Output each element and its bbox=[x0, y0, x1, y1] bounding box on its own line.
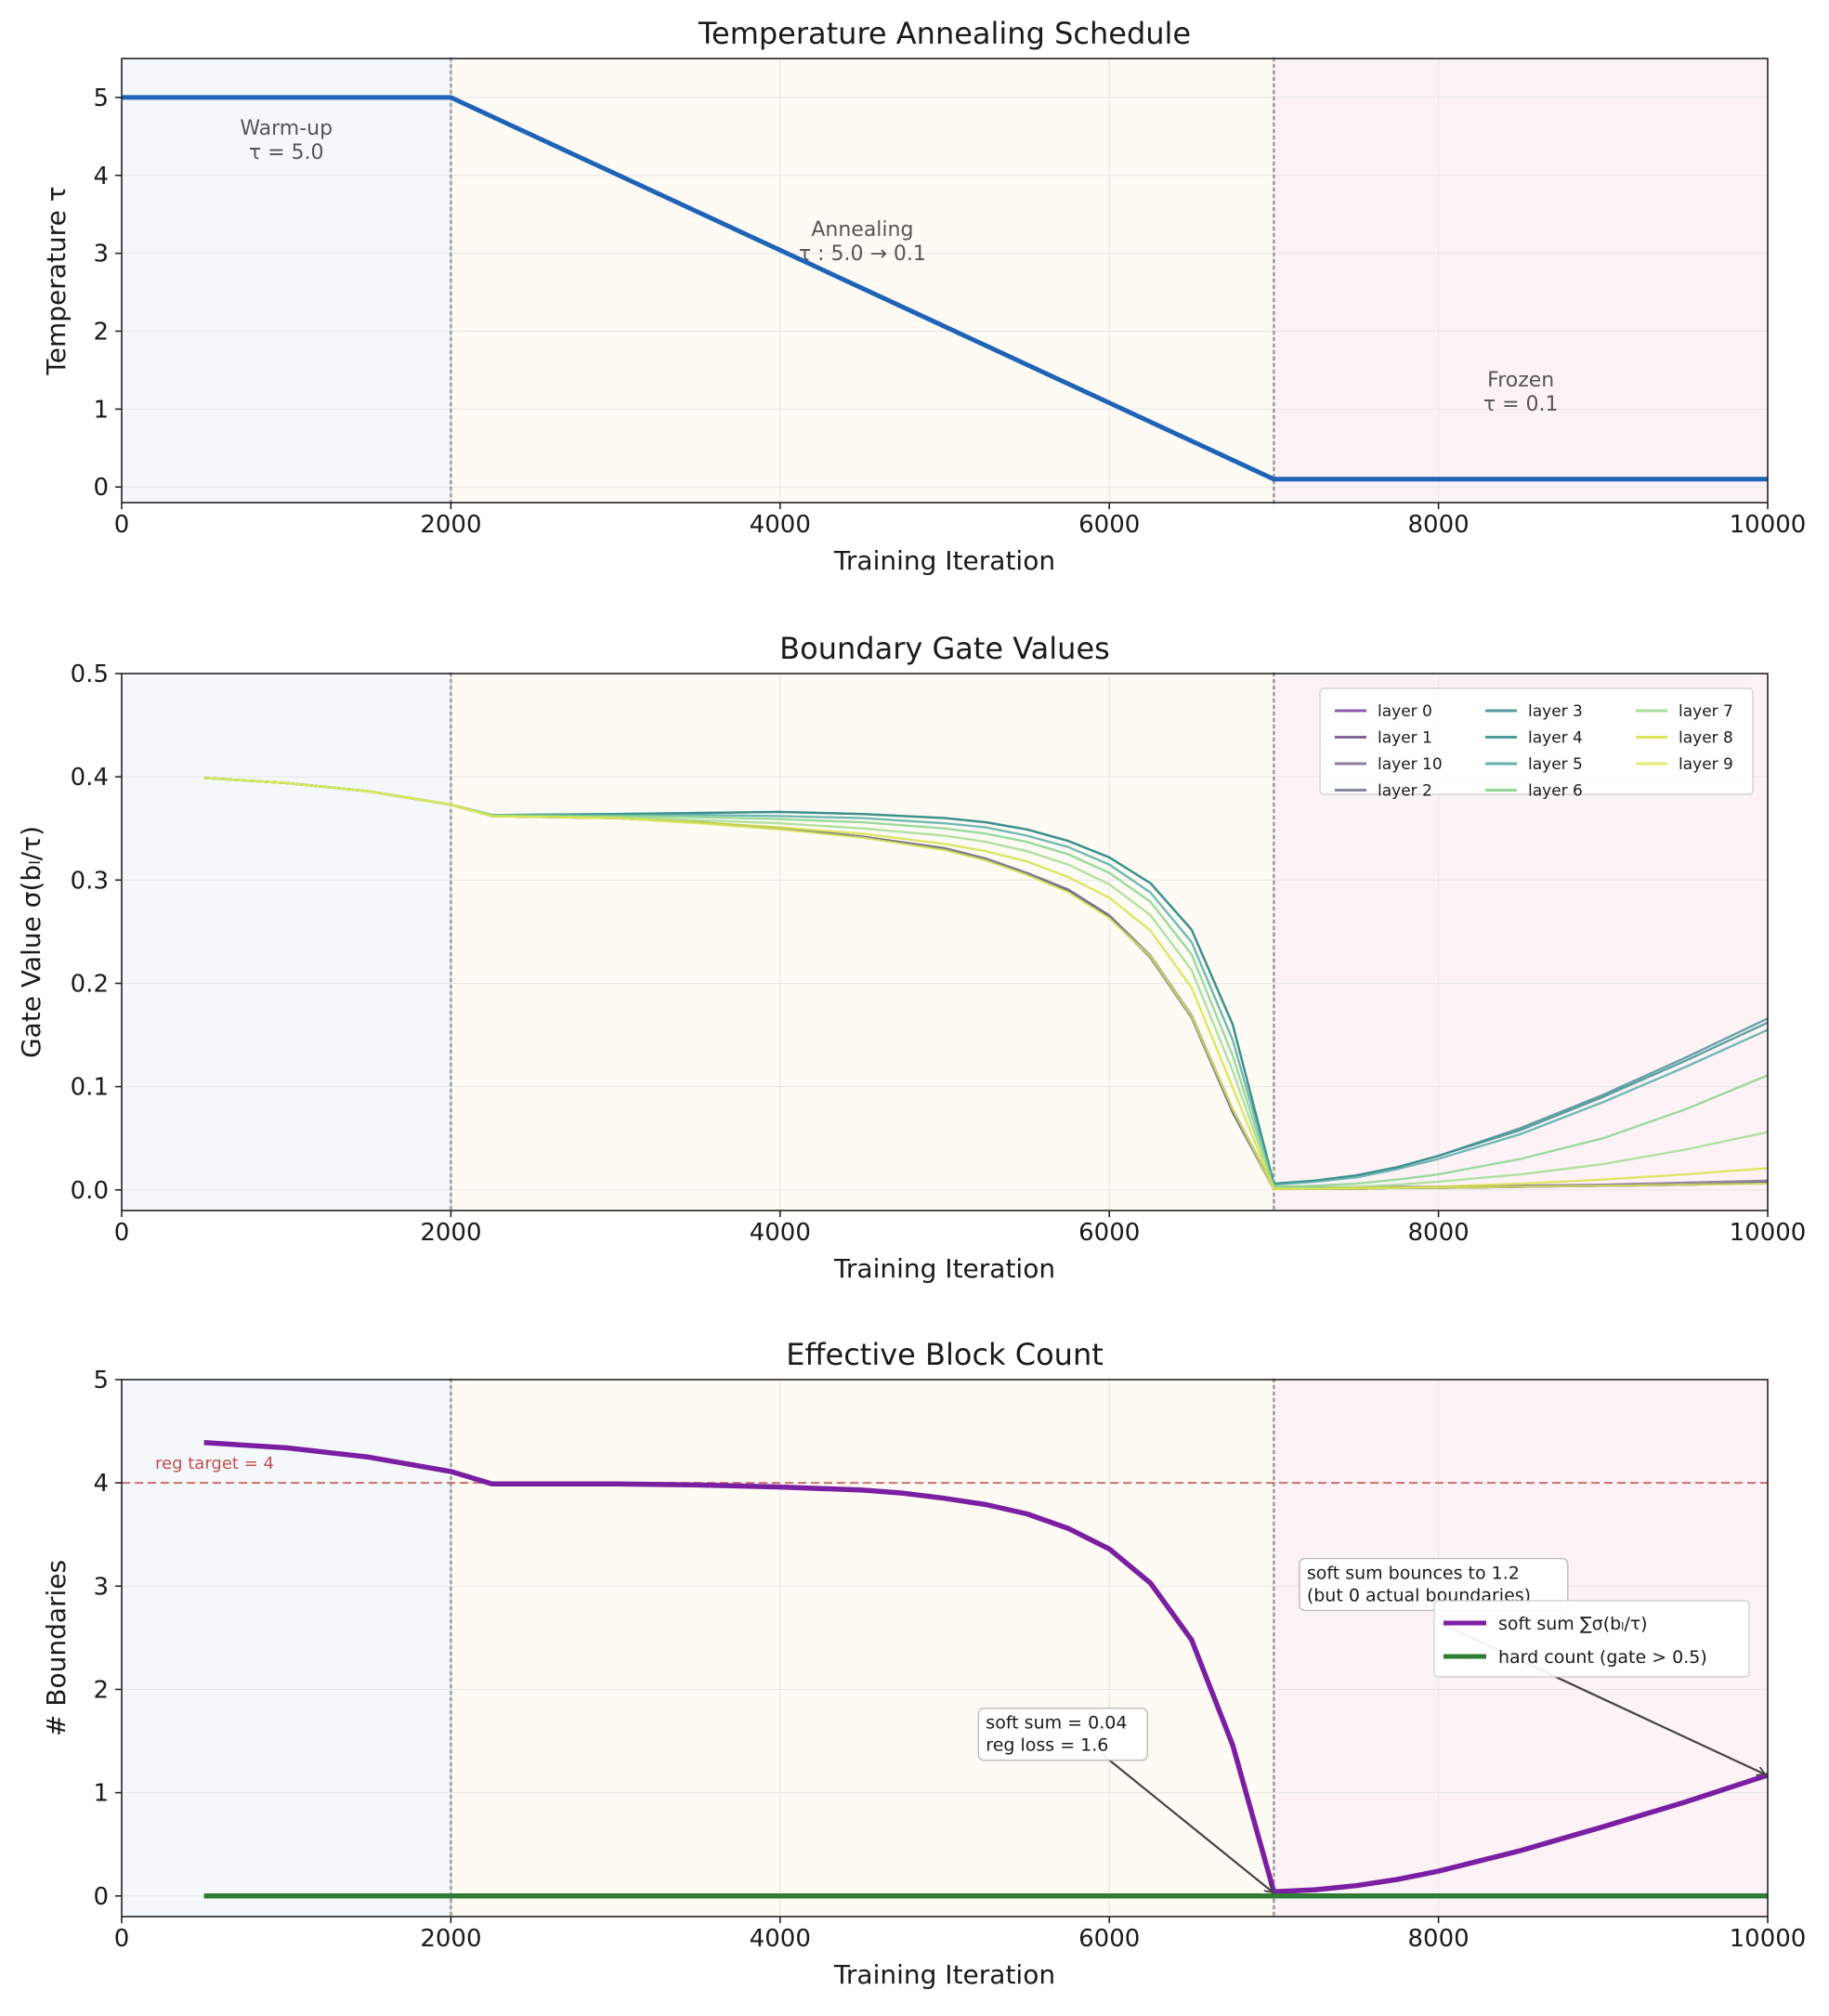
y-tick-label: 1 bbox=[93, 1780, 109, 1808]
y-tick-label: 5 bbox=[93, 85, 109, 112]
legend-entry: layer 4 bbox=[1528, 729, 1583, 748]
legend-box bbox=[1433, 1600, 1750, 1678]
legend-entry: hard count (gate > 0.5) bbox=[1498, 1647, 1707, 1668]
y-tick-label: 0.5 bbox=[71, 661, 109, 688]
x-tick-label: 8000 bbox=[1408, 511, 1470, 539]
x-tick-label: 10000 bbox=[1730, 1219, 1807, 1247]
annotation-box bbox=[977, 1707, 1149, 1761]
legend-entry: layer 3 bbox=[1528, 702, 1583, 721]
series-line-soft-sum bbox=[203, 1440, 1768, 1895]
legend-entry: layer 9 bbox=[1679, 755, 1733, 774]
reg-target-label: reg target = 4 bbox=[155, 1454, 274, 1473]
x-tick-label: 4000 bbox=[750, 511, 811, 539]
y-tick-label: 3 bbox=[93, 241, 109, 268]
legend-entry: layer 5 bbox=[1528, 755, 1583, 774]
x-tick-label: 8000 bbox=[1408, 1925, 1470, 1953]
legend-entry: layer 7 bbox=[1679, 702, 1733, 721]
phase-label: Frozen bbox=[1487, 369, 1554, 392]
annotation-box bbox=[1299, 1557, 1569, 1612]
y-tick-label: 1 bbox=[93, 396, 109, 424]
annotation-text: soft sum bounces to 1.2 bbox=[1307, 1564, 1520, 1584]
annotation-text: reg loss = 1.6 bbox=[986, 1735, 1108, 1756]
y-tick-label: 2 bbox=[93, 319, 109, 347]
phase-label-formula: τ = 5.0 bbox=[249, 141, 324, 164]
x-tick-label: 8000 bbox=[1408, 1219, 1470, 1247]
phase-band-frozen bbox=[1274, 59, 1768, 503]
legend-entry: layer 0 bbox=[1378, 702, 1432, 721]
temperature-panel: 0 2000 4000 6000 8000 10000 0 1 2 3 4 5 Temperature … bbox=[41, 16, 1806, 576]
chart-title: Temperature Annealing Schedule bbox=[698, 16, 1191, 51]
phase-band-annealing bbox=[451, 1380, 1274, 1917]
x-tick-label: 6000 bbox=[1078, 1219, 1140, 1247]
y-axis-label: Temperature τ bbox=[41, 186, 72, 375]
x-tick-label: 0 bbox=[114, 511, 130, 539]
x-tick-label: 10000 bbox=[1730, 1925, 1807, 1953]
legend-entry: layer 6 bbox=[1528, 782, 1583, 801]
phase-label: Warm-up bbox=[240, 117, 333, 140]
phase-band-annealing bbox=[451, 674, 1274, 1211]
y-tick-label: 2 bbox=[93, 1676, 109, 1704]
plot-frame bbox=[121, 1379, 1769, 1918]
chart-title: Effective Block Count bbox=[786, 1337, 1104, 1372]
legend-entry: layer 1 bbox=[1378, 729, 1432, 748]
series-group bbox=[122, 95, 1768, 482]
plot-frame bbox=[121, 58, 1769, 504]
x-axis-label: Training Iteration bbox=[833, 1253, 1055, 1284]
gate-values-panel: 0 2000 4000 6000 8000 10000 0.0 0.1 0.2 0.3 0.4 0.5… bbox=[16, 631, 1806, 1284]
y-tick-label: 4 bbox=[93, 1470, 109, 1498]
x-tick-label: 6000 bbox=[1078, 1925, 1140, 1953]
x-tick-label: 2000 bbox=[420, 511, 481, 539]
legend-box bbox=[1319, 687, 1754, 795]
x-axis-label: Training Iteration bbox=[833, 1959, 1055, 1990]
x-tick-label: 2000 bbox=[420, 1219, 481, 1247]
phase-label-formula: τ : 5.0 → 0.1 bbox=[799, 242, 926, 266]
x-axis-label: Training Iteration bbox=[833, 545, 1055, 576]
x-tick-label: 4000 bbox=[750, 1219, 811, 1247]
x-tick-label: 4000 bbox=[750, 1925, 811, 1953]
series-line-temperature bbox=[122, 95, 1768, 482]
legend-entry: layer 2 bbox=[1378, 782, 1432, 801]
legend-entry: soft sum ∑σ(bₗ/τ) bbox=[1498, 1614, 1648, 1634]
x-tick-label: 2000 bbox=[420, 1925, 481, 1953]
y-axis-label: # Boundaries bbox=[41, 1560, 72, 1736]
legend: layer 0 layer 1 layer 10 layer 2 layer 3 laye… bbox=[1319, 687, 1754, 801]
y-tick-label: 0.2 bbox=[71, 970, 109, 998]
y-tick-label: 0 bbox=[93, 474, 109, 502]
chart-title: Boundary Gate Values bbox=[779, 631, 1110, 666]
y-tick-label: 0.3 bbox=[71, 867, 109, 895]
x-tick-label: 0 bbox=[114, 1219, 130, 1247]
series-line-layer-9 bbox=[203, 777, 1768, 1190]
x-tick-label: 0 bbox=[114, 1925, 130, 1953]
legend: soft sum ∑σ(bₗ/τ) hard count (gate > 0.5) bbox=[1433, 1600, 1750, 1678]
series-group bbox=[203, 1440, 1768, 1899]
y-tick-label: 4 bbox=[93, 163, 109, 190]
y-axis-label: Gate Value σ(bₗ/τ) bbox=[16, 826, 46, 1058]
y-tick-label: 5 bbox=[93, 1367, 109, 1394]
phase-label-formula: τ = 0.1 bbox=[1483, 393, 1559, 416]
legend-entry: layer 10 bbox=[1378, 755, 1443, 774]
y-tick-label: 0.0 bbox=[71, 1177, 109, 1205]
block-count-panel: reg target = 4 0 2000 4000 6000 8000 10000 0 1 2 3… bbox=[41, 1337, 1806, 1990]
y-tick-label: 0.1 bbox=[71, 1074, 109, 1102]
x-tick-label: 6000 bbox=[1078, 511, 1140, 539]
series-group bbox=[203, 777, 1768, 1190]
y-tick-label: 0 bbox=[93, 1883, 109, 1911]
annotation-text: soft sum = 0.04 bbox=[986, 1713, 1127, 1734]
x-tick-label: 10000 bbox=[1730, 511, 1807, 539]
plot-frame bbox=[121, 673, 1769, 1211]
phase-band-warmup bbox=[122, 59, 451, 503]
y-tick-label: 0.4 bbox=[71, 764, 109, 792]
y-tick-label: 3 bbox=[93, 1573, 109, 1601]
phase-band-annealing bbox=[451, 59, 1274, 503]
phase-band-warmup bbox=[122, 674, 451, 1211]
phase-label: Annealing bbox=[811, 218, 913, 242]
annotation-arrow bbox=[1100, 1752, 1272, 1892]
legend-entry: layer 8 bbox=[1679, 729, 1733, 748]
phase-band-warmup bbox=[122, 1380, 451, 1917]
